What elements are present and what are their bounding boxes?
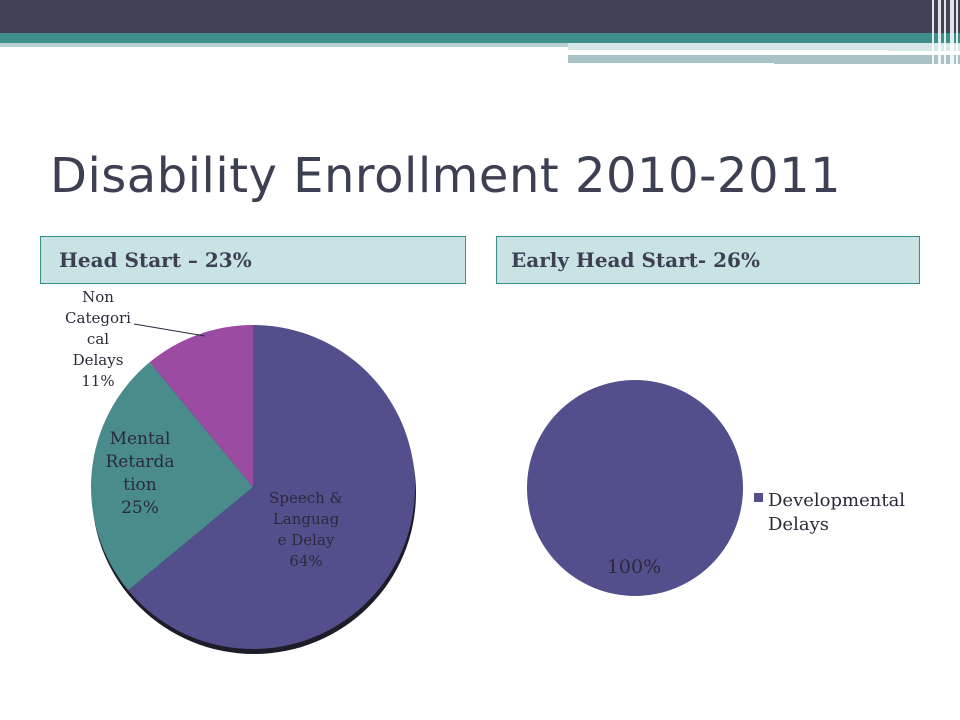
- accent-stripe-light: [568, 43, 960, 51]
- slice-label-mental-retardation: Mental: [110, 429, 171, 449]
- top-banner: [0, 0, 960, 33]
- slide-title: Disability Enrollment 2010-2011: [50, 148, 842, 204]
- legend-swatch: [754, 493, 763, 502]
- pie-slice-speech-language-delay: [128, 325, 415, 650]
- slice-label-mental-retardation: Retarda: [106, 452, 175, 472]
- slice-label-mental-retardation: 25%: [121, 498, 159, 518]
- slice-label-speech-language-delay: Languag: [273, 510, 340, 528]
- pie-slice-developmental-delays: [527, 380, 743, 596]
- slice-label-speech-language-delay: Speech &: [269, 489, 343, 507]
- slice-label-non-categorical-delays: cal: [87, 330, 109, 348]
- slice-label-non-categorical-delays: Categori: [65, 309, 131, 327]
- leader-line: [133, 323, 206, 337]
- slice-label-developmental-delays: 100%: [607, 556, 661, 578]
- slice-label-speech-language-delay: 64%: [289, 552, 322, 570]
- early-head-start-header: Early Head Start- 26%: [496, 236, 920, 284]
- pie-slice-non-categorical-delays: [149, 325, 253, 487]
- accent-stripe: [0, 33, 960, 43]
- accent-rule: [568, 50, 888, 52]
- slice-label-non-categorical-delays: Delays: [73, 351, 124, 369]
- accent-stripe-pale: [0, 43, 568, 47]
- legend-label: Developmental: [768, 490, 905, 511]
- corner-decoration: [928, 0, 960, 66]
- accent-rule-lower: [568, 63, 774, 65]
- legend-label: Delays: [768, 514, 829, 535]
- pie-slice-mental-retardation: [90, 362, 253, 591]
- slice-label-mental-retardation: tion: [123, 475, 157, 495]
- slice-label-non-categorical-delays: 11%: [81, 372, 114, 390]
- slice-label-non-categorical-delays: Non: [82, 288, 114, 306]
- head-start-header: Head Start – 23%: [40, 236, 466, 284]
- accent-stripe-lower: [568, 55, 960, 64]
- slice-label-speech-language-delay: e Delay: [278, 531, 335, 549]
